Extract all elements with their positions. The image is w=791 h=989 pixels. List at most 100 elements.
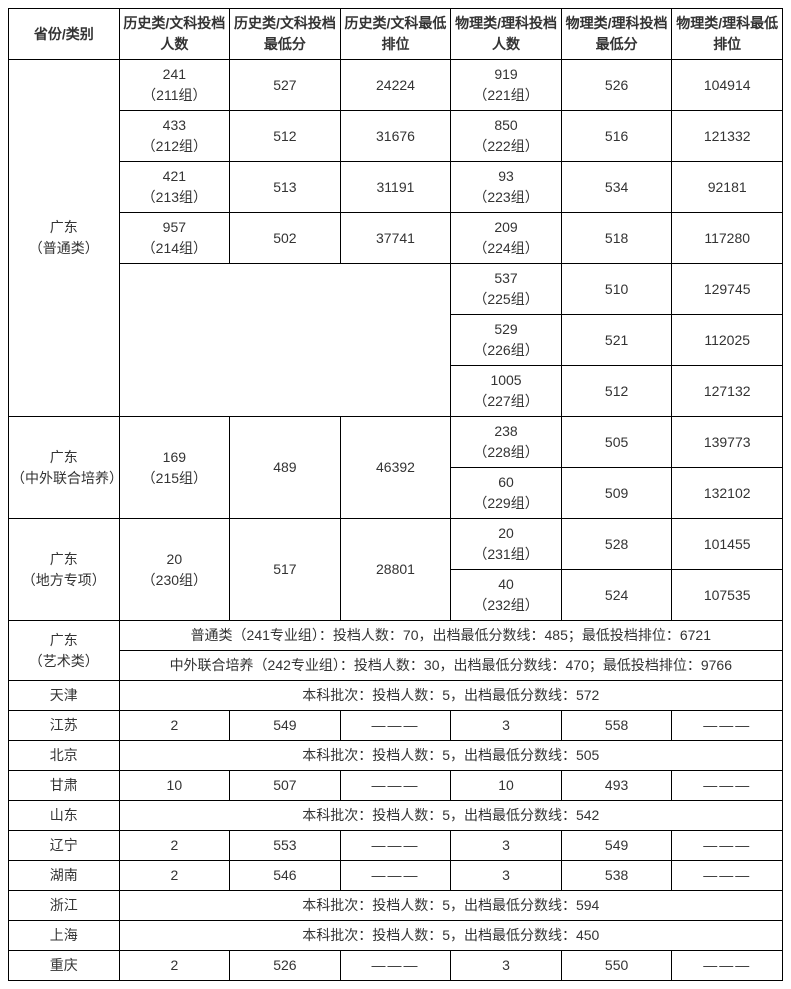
cell-province: 广东（地方专项） bbox=[9, 519, 120, 621]
cell-phys-rank: 104914 bbox=[672, 60, 783, 111]
table-row: 甘肃 10 507 ——— 10 493 ——— bbox=[9, 771, 783, 801]
cell-phys-count: 537（225组） bbox=[451, 264, 562, 315]
cell-hist-min: 526 bbox=[230, 951, 341, 981]
cell-hist-rank: ——— bbox=[340, 831, 451, 861]
cell-hist-rank: ——— bbox=[340, 711, 451, 741]
table-row: 江苏 2 549 ——— 3 558 ——— bbox=[9, 711, 783, 741]
cell-hist-rank: 28801 bbox=[340, 519, 451, 621]
cell-hist-count: 2 bbox=[119, 711, 230, 741]
cell-phys-count: 209（224组） bbox=[451, 213, 562, 264]
cell-province: 湖南 bbox=[9, 861, 120, 891]
table-row: 重庆 2 526 ——— 3 550 ——— bbox=[9, 951, 783, 981]
cell-phys-min: 550 bbox=[561, 951, 672, 981]
col-phys-count: 物理类/理科投档人数 bbox=[451, 9, 562, 60]
cell-phys-rank: 127132 bbox=[672, 366, 783, 417]
cell-hist-count: 2 bbox=[119, 951, 230, 981]
table-row: 湖南 2 546 ——— 3 538 ——— bbox=[9, 861, 783, 891]
cell-phys-count: 919（221组） bbox=[451, 60, 562, 111]
cell-province: 甘肃 bbox=[9, 771, 120, 801]
table-row: 957（214组） 502 37741 209（224组） 518 117280 bbox=[9, 213, 783, 264]
cell-phys-count: 3 bbox=[451, 831, 562, 861]
cell-phys-min: 518 bbox=[561, 213, 672, 264]
cell-hist-min: 489 bbox=[230, 417, 341, 519]
cell-province: 江苏 bbox=[9, 711, 120, 741]
cell-art-line: 普通类（241专业组）：投档人数：70，出档最低分数线：485；最低投档排位：6… bbox=[119, 621, 782, 651]
cell-art-line: 中外联合培养（242专业组）：投档人数：30，出档最低分数线：470；最低投档排… bbox=[119, 651, 782, 681]
cell-phys-min: 509 bbox=[561, 468, 672, 519]
cell-phys-rank: 101455 bbox=[672, 519, 783, 570]
cell-phys-min: 538 bbox=[561, 861, 672, 891]
cell-province: 广东（普通类） bbox=[9, 60, 120, 417]
cell-phys-min: 512 bbox=[561, 366, 672, 417]
cell-hist-count: 241（211组） bbox=[119, 60, 230, 111]
cell-province: 天津 bbox=[9, 681, 120, 711]
cell-province: 辽宁 bbox=[9, 831, 120, 861]
cell-hist-min: 546 bbox=[230, 861, 341, 891]
table-row: 广东（地方专项） 20（230组） 517 28801 20（231组） 528… bbox=[9, 519, 783, 570]
table-row: 广东（普通类） 241（211组） 527 24224 919（221组） 52… bbox=[9, 60, 783, 111]
table-row: 广东（中外联合培养） 169（215组） 489 46392 238（228组）… bbox=[9, 417, 783, 468]
table-row: 天津 本科批次：投档人数：5，出档最低分数线：572 bbox=[9, 681, 783, 711]
cell-span-text: 本科批次：投档人数：5，出档最低分数线：572 bbox=[119, 681, 782, 711]
cell-phys-count: 60（229组） bbox=[451, 468, 562, 519]
cell-hist-count: 421（213组） bbox=[119, 162, 230, 213]
table-body: 广东（普通类） 241（211组） 527 24224 919（221组） 52… bbox=[9, 60, 783, 981]
cell-phys-count: 529（226组） bbox=[451, 315, 562, 366]
col-province: 省份/类别 bbox=[9, 9, 120, 60]
cell-hist-min: 527 bbox=[230, 60, 341, 111]
cell-province: 重庆 bbox=[9, 951, 120, 981]
cell-hist-min: 512 bbox=[230, 111, 341, 162]
cell-phys-count: 3 bbox=[451, 951, 562, 981]
cell-phys-min: 526 bbox=[561, 60, 672, 111]
cell-phys-min: 493 bbox=[561, 771, 672, 801]
cell-phys-count: 93（223组） bbox=[451, 162, 562, 213]
cell-province: 广东（艺术类） bbox=[9, 621, 120, 681]
table-row: 广东（艺术类） 普通类（241专业组）：投档人数：70，出档最低分数线：485；… bbox=[9, 621, 783, 651]
cell-hist-rank: 31191 bbox=[340, 162, 451, 213]
cell-hist-rank: 46392 bbox=[340, 417, 451, 519]
col-phys-minscore: 物理类/理科投档最低分 bbox=[561, 9, 672, 60]
cell-phys-min: 524 bbox=[561, 570, 672, 621]
cell-hist-min: 517 bbox=[230, 519, 341, 621]
cell-phys-count: 850（222组） bbox=[451, 111, 562, 162]
table-row: 山东 本科批次：投档人数：5，出档最低分数线：542 bbox=[9, 801, 783, 831]
cell-phys-rank: 92181 bbox=[672, 162, 783, 213]
cell-phys-rank: ——— bbox=[672, 831, 783, 861]
cell-span-text: 本科批次：投档人数：5，出档最低分数线：542 bbox=[119, 801, 782, 831]
cell-phys-min: 534 bbox=[561, 162, 672, 213]
cell-phys-min: 549 bbox=[561, 831, 672, 861]
cell-hist-rank: 31676 bbox=[340, 111, 451, 162]
table-row: 北京 本科批次：投档人数：5，出档最低分数线：505 bbox=[9, 741, 783, 771]
table-row: 辽宁 2 553 ——— 3 549 ——— bbox=[9, 831, 783, 861]
admission-score-table: 省份/类别 历史类/文科投档人数 历史类/文科投档最低分 历史类/文科最低排位 … bbox=[8, 8, 783, 981]
cell-phys-min: 528 bbox=[561, 519, 672, 570]
cell-phys-rank: ——— bbox=[672, 711, 783, 741]
cell-province: 山东 bbox=[9, 801, 120, 831]
cell-phys-rank: 139773 bbox=[672, 417, 783, 468]
table-row: 上海 本科批次：投档人数：5，出档最低分数线：450 bbox=[9, 921, 783, 951]
cell-hist-count: 20（230组） bbox=[119, 519, 230, 621]
cell-phys-rank: 129745 bbox=[672, 264, 783, 315]
table-header-row: 省份/类别 历史类/文科投档人数 历史类/文科投档最低分 历史类/文科最低排位 … bbox=[9, 9, 783, 60]
cell-hist-count: 10 bbox=[119, 771, 230, 801]
cell-hist-count: 433（212组） bbox=[119, 111, 230, 162]
cell-phys-min: 521 bbox=[561, 315, 672, 366]
cell-phys-count: 40（232组） bbox=[451, 570, 562, 621]
cell-phys-count: 3 bbox=[451, 711, 562, 741]
cell-phys-count: 3 bbox=[451, 861, 562, 891]
cell-hist-rank: 37741 bbox=[340, 213, 451, 264]
table-row: 537（225组） 510 129745 bbox=[9, 264, 783, 315]
cell-province: 上海 bbox=[9, 921, 120, 951]
col-phys-rank: 物理类/理科最低排位 bbox=[672, 9, 783, 60]
col-hist-minscore: 历史类/文科投档最低分 bbox=[230, 9, 341, 60]
table-row: 中外联合培养（242专业组）：投档人数：30，出档最低分数线：470；最低投档排… bbox=[9, 651, 783, 681]
cell-phys-rank: 132102 bbox=[672, 468, 783, 519]
cell-hist-rank: ——— bbox=[340, 951, 451, 981]
cell-hist-min: 553 bbox=[230, 831, 341, 861]
cell-hist-min: 507 bbox=[230, 771, 341, 801]
cell-hist-rank: ——— bbox=[340, 771, 451, 801]
col-hist-rank: 历史类/文科最低排位 bbox=[340, 9, 451, 60]
cell-phys-count: 10 bbox=[451, 771, 562, 801]
cell-hist-count: 957（214组） bbox=[119, 213, 230, 264]
cell-hist-count: 2 bbox=[119, 831, 230, 861]
